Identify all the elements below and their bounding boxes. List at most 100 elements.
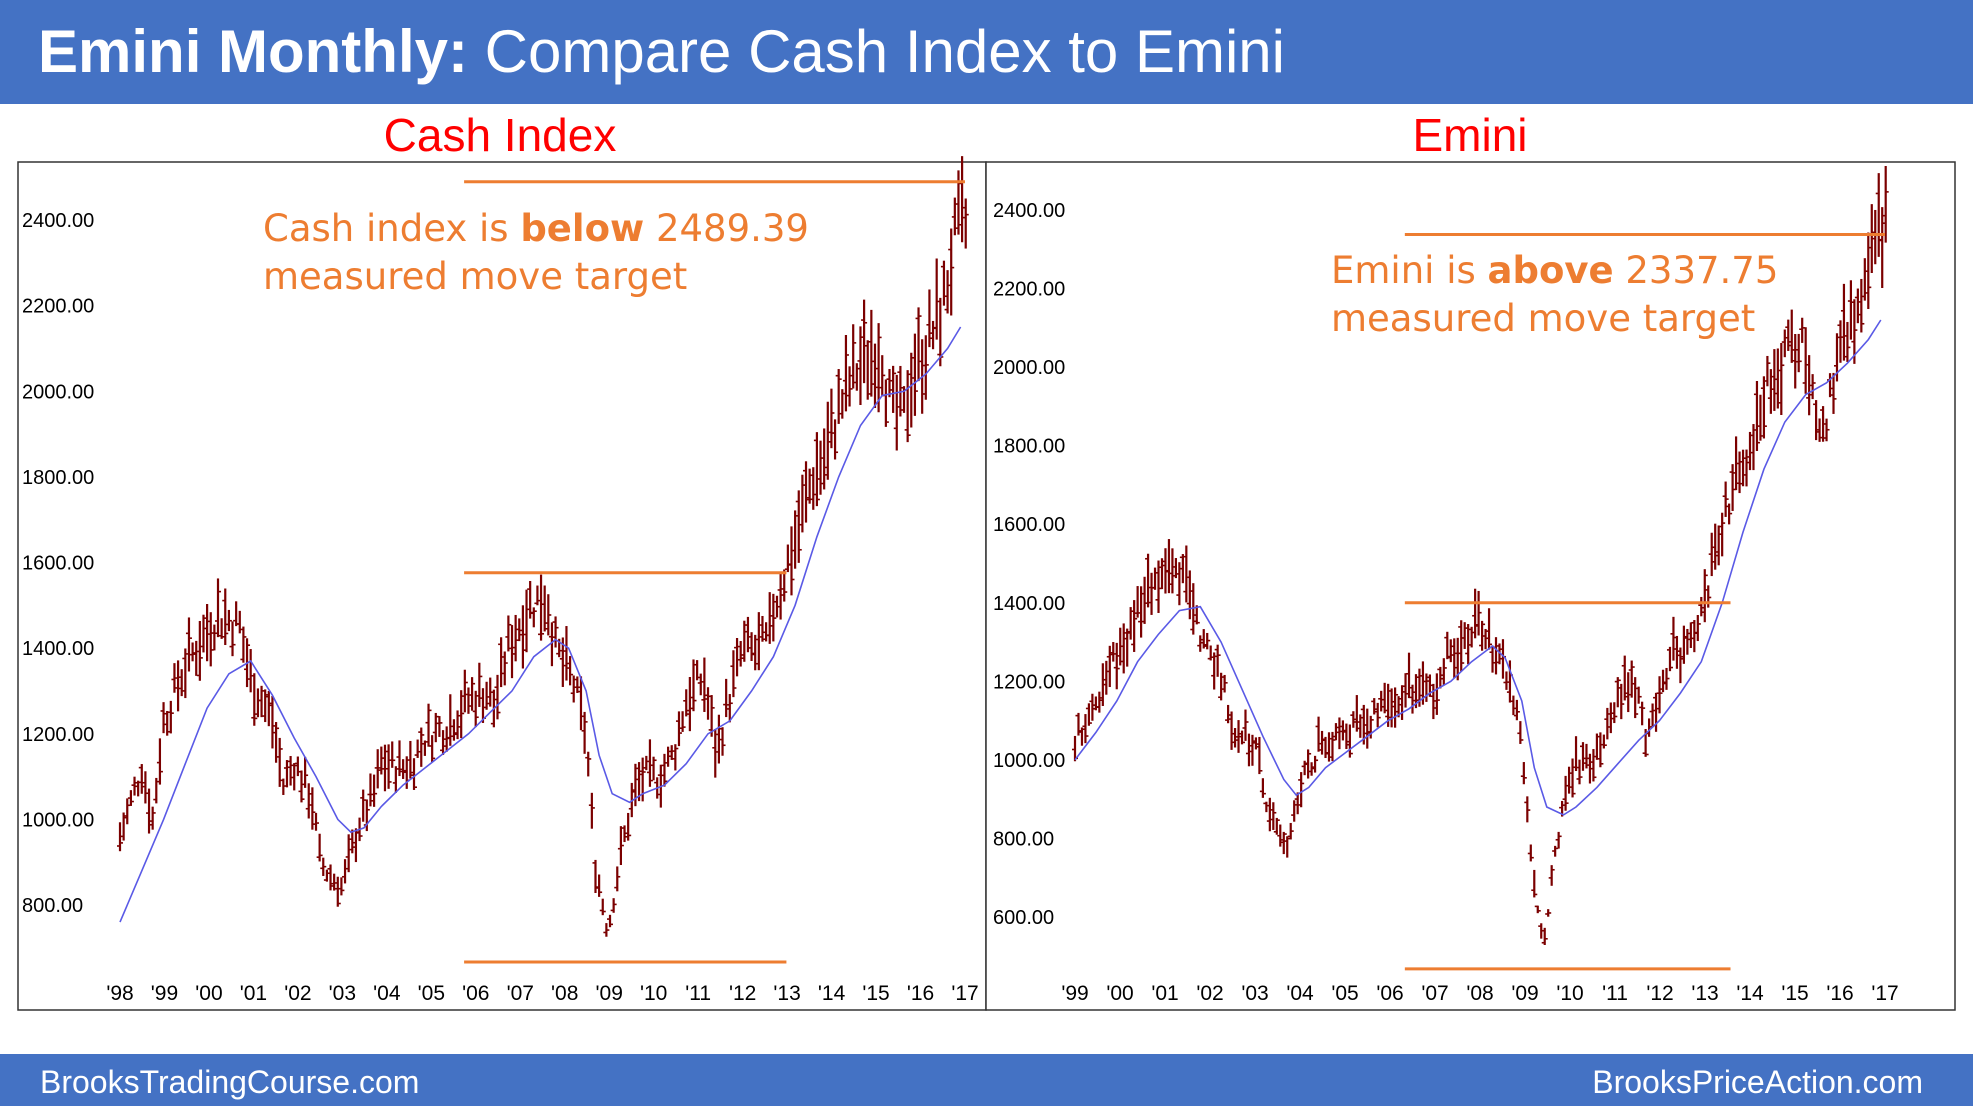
cash-x-tick-label: '11 [685,982,711,1005]
cash-ohlc-bar [861,299,868,384]
cash-ohlc-bar [432,712,439,743]
cash-index-chart: 800.00 1000.00 1200.00 1400.00 1600.00 1800.0… [22,156,979,1005]
cash-ohlc-bar [425,703,432,747]
cash-index-heading: Cash Index [383,109,617,161]
cash-ohlc-bar [334,876,341,907]
cash-ohlc-bar [701,657,708,712]
emini-x-tick-label: '09 [1511,982,1538,1005]
cash-ohlc-bar [193,640,200,676]
cash-ohlc-bar [149,806,156,830]
cash-ohlc-bar [418,727,425,767]
cash-x-tick-label: '16 [907,982,934,1005]
emini-x-tick-label: '05 [1331,982,1358,1005]
cash-ohlc-bar [839,389,846,419]
cash-ohlc-bar [599,898,606,916]
cash-ohlc-bar [792,510,799,569]
emini-x-tick-label: '15 [1781,982,1808,1005]
emini-y-tick-label: 1400.00 [993,593,1065,615]
cash-ohlc-bar [559,637,566,687]
cash-ohlc-bar [868,309,875,397]
cash-ohlc-bar [730,650,737,698]
cash-ohlc-bar [127,790,134,806]
emini-y-tick-label: 1200.00 [993,671,1065,693]
cash-ohlc-bar [933,258,940,340]
emini-ohlc-bar [1082,714,1089,744]
cash-ohlc-bar [886,368,893,398]
emini-ohlc-bar [1726,503,1733,525]
emini-y-tick-label: 600.00 [993,907,1054,929]
cash-x-tick-label: '98 [106,982,133,1005]
cash-ohlc-bar [781,569,788,602]
emini-ohlc-bar [1694,614,1701,642]
cash-ohlc-bar [280,778,287,795]
cash-ohlc-bar [686,676,693,732]
charts-canvas: 800.00 1000.00 1200.00 1400.00 1600.00 1800.0… [17,156,1956,1011]
cash-ohlc-bar [864,340,871,400]
emini-ohlc-bar [1618,683,1625,720]
emini-ohlc-bar [1534,905,1541,914]
cash-ohlc-bar [908,352,915,428]
emini-ohlc-bar [1280,831,1287,855]
emini-ohlc-bar [1639,701,1646,726]
cash-ohlc-bar [414,739,421,758]
cash-ohlc-bar [694,660,701,681]
cash-ohlc-bar [182,648,189,699]
emini-ohlc-bar [1795,333,1802,373]
cash-x-tick-label: '04 [373,982,401,1005]
cash-ohlc-bar [374,749,381,789]
cash-ohlc-bar [567,656,574,686]
emini-ohlc-bar [1851,299,1858,364]
cash-x-tick-label: '10 [640,982,667,1005]
cash-ohlc-bar [421,740,428,756]
emini-ohlc-bar [1545,909,1552,917]
cash-moving-average-line [119,326,962,923]
cash-ohlc-bar [483,681,490,710]
emini-x-tick-label: '10 [1556,982,1583,1005]
cash-ohlc-bar [610,898,617,913]
cash-ohlc-bar [458,690,465,739]
cash-ohlc-bar [719,727,726,756]
cash-ohlc-bar [138,764,145,794]
emini-ohlc-bar [1764,355,1771,387]
cash-ohlc-bar [585,751,592,777]
emini-ohlc-bar [1844,321,1851,362]
cash-ohlc-bar [429,735,436,763]
cash-index-frame [17,161,987,1011]
cash-ohlc-bar [890,365,897,413]
cash-ohlc-bar [131,776,138,796]
cash-ohlc-bar [400,759,407,779]
cash-ohlc-bar [461,669,468,713]
cash-ohlc-bar [875,323,882,413]
emini-ohlc-bar [1576,759,1583,785]
cash-ohlc-bar [821,428,828,490]
cash-ohlc-bar [534,585,541,606]
emini-x-tick-label: '17 [1871,982,1898,1005]
cash-ohlc-bar [196,620,203,681]
emini-ohlc-bar [1597,732,1604,768]
cash-ohlc-bar [305,783,312,819]
cash-ohlc-bar [476,662,483,707]
cash-ohlc-bar [948,228,955,316]
emini-ohlc-bar [1204,632,1211,650]
emini-ohlc-bar [1239,730,1246,745]
cash-ohlc-bar [962,198,969,249]
emini-x-tick-label: '02 [1196,982,1223,1005]
cash-ohlc-bar [530,607,537,628]
cash-ohlc-bar [777,573,784,620]
cash-ohlc-bar [291,763,298,791]
cash-x-tick-label: '03 [329,982,356,1005]
emini-ohlc-bar [1298,772,1305,808]
cash-ohlc-bar [813,432,820,507]
emini-ohlc-bar [1433,673,1440,715]
cash-ohlc-bar [498,637,505,688]
cash-ohlc-bar [440,730,447,755]
cash-y-tick-label: 1400.00 [22,638,94,660]
cash-ohlc-bar [857,326,864,405]
banner-title: Emini Monthly: Compare Cash Index to Emi… [38,16,1285,88]
emini-ohlc-bar [1666,646,1673,672]
emini-ohlc-bar [1221,674,1228,693]
cash-ohlc-bar [360,789,367,822]
cash-ohlc-bar [690,659,697,712]
cash-ohlc-bar [803,461,810,523]
cash-ohlc-bar [705,687,712,720]
